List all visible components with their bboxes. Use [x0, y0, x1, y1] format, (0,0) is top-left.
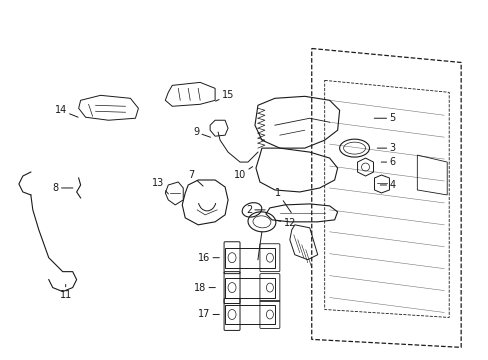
Text: 1: 1 [274, 188, 291, 212]
Text: 16: 16 [198, 253, 219, 263]
Text: 2: 2 [245, 205, 264, 215]
Text: 11: 11 [60, 284, 72, 300]
Text: 8: 8 [53, 183, 73, 193]
Text: 6: 6 [381, 157, 395, 167]
Text: 7: 7 [188, 170, 203, 186]
Text: 12: 12 [275, 218, 295, 228]
Text: 10: 10 [233, 167, 252, 180]
Text: 14: 14 [55, 105, 78, 117]
Text: 15: 15 [215, 90, 234, 101]
Text: 3: 3 [377, 143, 395, 153]
Text: 17: 17 [198, 310, 219, 319]
Text: 18: 18 [194, 283, 215, 293]
Text: 9: 9 [193, 127, 210, 137]
Text: 13: 13 [152, 178, 168, 194]
Text: 5: 5 [373, 113, 395, 123]
Text: 4: 4 [380, 180, 395, 190]
